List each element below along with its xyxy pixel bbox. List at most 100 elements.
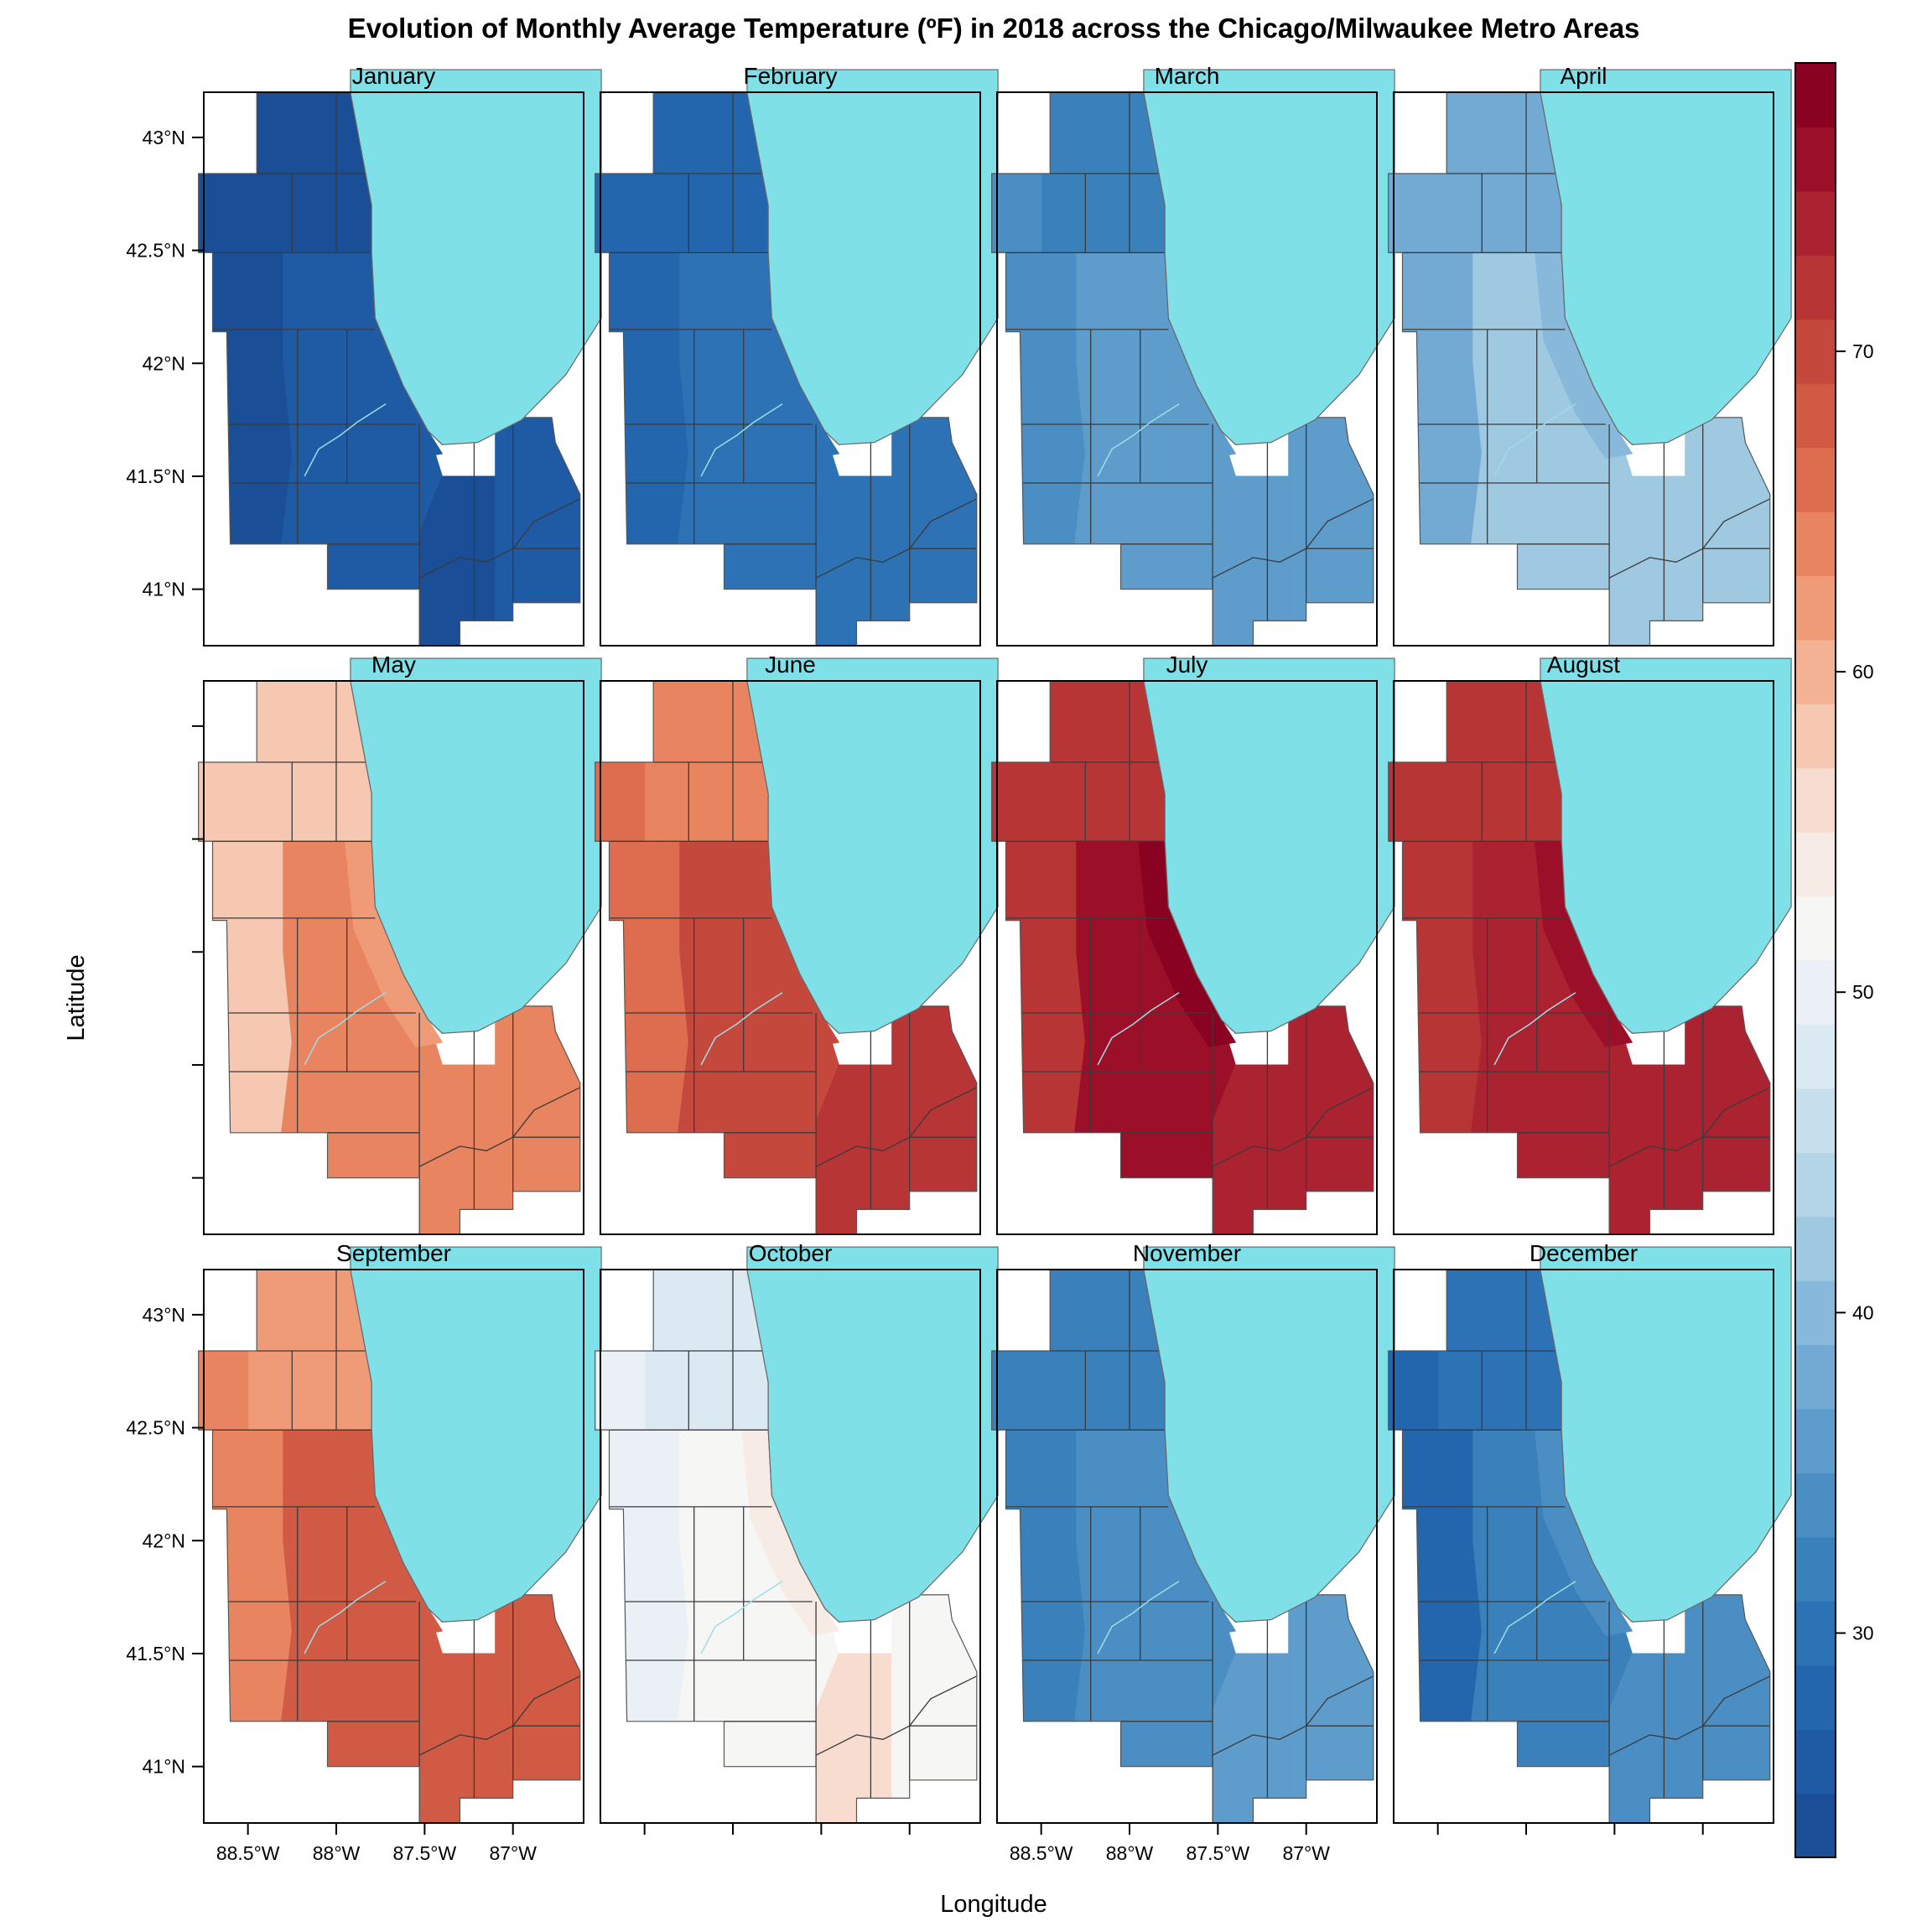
zone-east (891, 408, 977, 646)
county-border (815, 498, 977, 579)
colorbar-swatch (1795, 1344, 1836, 1410)
colorbar-swatch (1795, 1024, 1836, 1089)
panel-frame (600, 91, 981, 647)
panel-july: July (991, 652, 1395, 1235)
county-borders (595, 92, 977, 646)
y-tick-label: 41°N (143, 1756, 185, 1778)
zone-east (495, 1585, 580, 1823)
colorbar-tick-label: 40 (1852, 1301, 1874, 1323)
colorbar-swatch (1795, 832, 1836, 897)
county-border (1212, 1087, 1374, 1167)
y-tick-label: 43°N (143, 1304, 185, 1326)
x-tick-label: 88.5°W (1010, 1842, 1073, 1864)
county-border (418, 498, 580, 579)
lake-michigan (350, 1246, 602, 1623)
chart-title: Evolution of Monthly Average Temperature… (348, 13, 1640, 44)
y-axis-label: Latitude (63, 954, 90, 1041)
river (700, 992, 783, 1066)
colorbar-swatch (1795, 1536, 1836, 1602)
panel-title: March (1155, 63, 1220, 89)
lake-michigan (1540, 1246, 1792, 1623)
colorbar-swatch (1795, 447, 1836, 512)
panel-may: May (192, 652, 602, 1235)
colorbar-swatch (1795, 960, 1836, 1026)
panel-frame (600, 680, 981, 1235)
x-tick-label: 88.5°W (216, 1842, 280, 1864)
x-tick-label: 87.5°W (393, 1842, 457, 1864)
county-borders (991, 1270, 1374, 1823)
x-tick-label: 87°W (1282, 1842, 1330, 1864)
panel-title: August (1547, 652, 1620, 678)
zone-south (815, 1064, 893, 1234)
river (1097, 1581, 1180, 1654)
colorbar-tick-label: 60 (1852, 661, 1874, 683)
panel-august: August (1388, 652, 1792, 1235)
river (1493, 1581, 1576, 1654)
river (1097, 992, 1180, 1066)
lake-michigan (1540, 657, 1792, 1034)
lake-michigan (350, 657, 602, 1034)
panel-april: April (1388, 63, 1792, 647)
colorbar-swatch (1795, 1216, 1836, 1281)
colorbar-swatch (1795, 512, 1836, 577)
zone-south (815, 475, 893, 646)
panel-title: May (371, 652, 416, 678)
panel-frame (203, 1269, 584, 1824)
colorbar-swatch (1795, 190, 1836, 256)
colorbar-swatch (1795, 255, 1836, 320)
panel-frame (600, 1269, 981, 1824)
county-borders (595, 1270, 977, 1823)
river (304, 992, 387, 1066)
colorbar-swatch (1795, 1152, 1836, 1218)
colorbar-swatch (1795, 1088, 1836, 1153)
panel-december: December (1388, 1240, 1792, 1835)
zone-south (418, 1653, 496, 1823)
panel-june: June (595, 652, 999, 1235)
lake-michigan (1143, 1246, 1395, 1623)
x-tick-label: 87°W (489, 1842, 537, 1864)
county-border (1212, 1675, 1374, 1756)
y-tick-label: 43°N (143, 127, 185, 148)
panel-frame (996, 680, 1378, 1235)
zone-east (1288, 996, 1374, 1234)
panel-frame (996, 91, 1378, 647)
county-borders (1388, 1270, 1770, 1823)
lake-michigan (1540, 69, 1792, 445)
panel-title: January (352, 63, 436, 89)
panel-frame (996, 1269, 1378, 1824)
zone-south (1608, 1064, 1686, 1234)
y-tick-label: 42°N (143, 1530, 185, 1551)
colorbar-frame (1794, 62, 1836, 1858)
panel-september: September 41°N 41.5°N 42°N 42.5°N 43°N 88.5°W 8… (126, 1240, 602, 1864)
zone-south (1608, 1653, 1686, 1823)
colorbar-swatch (1795, 896, 1836, 961)
county-border (815, 1675, 977, 1756)
y-tick-label: 41.5°N (126, 1643, 185, 1665)
colorbar-swatch (1795, 319, 1836, 384)
county-border (815, 1087, 977, 1167)
colorbar-swatch (1795, 575, 1836, 641)
zone-east (1685, 996, 1770, 1234)
panel-frame (1393, 91, 1774, 647)
colorbar-swatch (1795, 1729, 1836, 1794)
panel-title: February (743, 63, 837, 89)
river (700, 403, 783, 477)
colorbar-swatch (1795, 639, 1836, 704)
panel-frame (203, 91, 584, 647)
zone-east (891, 1585, 977, 1823)
colorbar-swatch (1795, 704, 1836, 769)
county-borders (1388, 92, 1770, 646)
colorbar-swatch (1795, 127, 1836, 192)
x-axis-label: Longitude (940, 1891, 1046, 1918)
panel-grid: January 41°N 41.5°N 42°N 42.5°N 43°N February M… (126, 63, 1792, 1864)
y-tick-label: 41°N (143, 579, 185, 600)
zone-south (1608, 475, 1686, 646)
zone-south (418, 475, 496, 646)
y-tick-label: 42.5°N (126, 1417, 185, 1439)
y-tick-label: 42.5°N (126, 240, 185, 262)
zone-south (815, 1653, 893, 1823)
river (1097, 403, 1180, 477)
panel-february: February (595, 63, 999, 647)
river (304, 403, 387, 477)
colorbar-swatch (1795, 1472, 1836, 1538)
